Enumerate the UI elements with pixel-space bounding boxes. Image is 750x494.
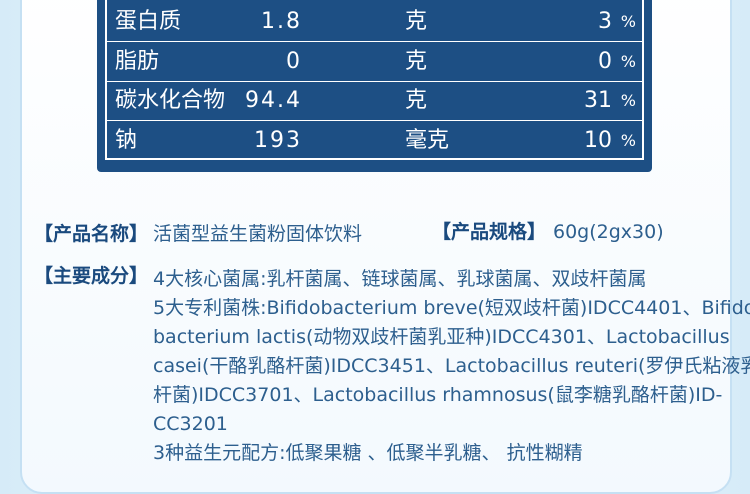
nrv: 3 — [598, 9, 612, 34]
product-spec: 60g(2gx30) — [553, 221, 664, 243]
percent-sign: % — [620, 12, 636, 31]
amount: 1.8 — [261, 9, 302, 34]
table-row: 钠 193 毫克 10% — [107, 121, 642, 160]
nrv: 10 — [584, 127, 612, 153]
nutrition-table: 蛋白质 1.8 克 3% 脂肪 0 克 0% 碳水化合物 94.4 克 31% 钠 193 毫克 10% — [97, 0, 652, 172]
percent-sign: % — [620, 51, 636, 71]
amount: 193 — [254, 127, 302, 153]
nutrient: 钠 — [115, 127, 138, 153]
ingredient-line: 4大核心菌属:乳杆菌属、链球菌属、乳球菌属、双歧杆菌属 — [153, 268, 647, 290]
amount: 94.4 — [245, 88, 302, 113]
ingredient-line: casei(干酪乳酪杆菌)IDCC3451、Lactobacillus reut… — [153, 355, 750, 377]
ingredient-line: 杆菌)IDCC3701、Lactobacillus rhamnosus(鼠李糖乳… — [153, 384, 723, 406]
nutrient: 碳水化合物 — [115, 88, 226, 113]
product-name: 活菌型益生菌粉固体饮料 — [153, 223, 363, 245]
amount: 0 — [286, 48, 302, 74]
ingredient-line: CC3201 — [153, 413, 228, 435]
unit: 克 — [405, 88, 428, 113]
percent-sign: % — [620, 91, 636, 110]
nrv: 0 — [598, 48, 612, 74]
percent-sign: % — [620, 130, 636, 150]
table-row: 蛋白质 1.8 克 3% — [107, 2, 642, 42]
name-label: 【产品名称】 — [34, 223, 149, 245]
ingredient-line: 5大专利菌株:Bifidobacterium breve(短双歧杆菌)IDCC4… — [153, 297, 750, 319]
ingredient-line: 3种益生元配方:低聚果糖 、低聚半乳糖、 抗性糊精 — [153, 442, 583, 464]
table-frame: 蛋白质 1.8 克 3% 脂肪 0 克 0% 碳水化合物 94.4 克 31% 钠 193 毫克 10% — [105, 0, 644, 160]
unit: 克 — [405, 48, 428, 74]
unit: 毫克 — [405, 127, 450, 153]
ingredient-line: bacterium lactis(动物双歧杆菌乳亚种)IDCC4301、Lact… — [153, 326, 730, 348]
ingredients-label: 【主要成分】 — [34, 265, 149, 287]
table-row: 碳水化合物 94.4 克 31% — [107, 81, 642, 121]
nutrient: 脂肪 — [115, 48, 160, 74]
table-row: 脂肪 0 克 0% — [107, 42, 642, 82]
spec-label: 【产品规格】 — [432, 221, 547, 243]
unit: 克 — [405, 9, 428, 34]
nrv: 31 — [584, 88, 612, 113]
nutrient: 蛋白质 — [115, 9, 182, 34]
